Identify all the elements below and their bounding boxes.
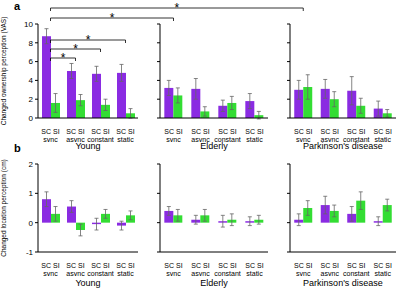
svg-text:SC SI: SC SI bbox=[347, 128, 365, 135]
svg-text:SC SI: SC SI bbox=[191, 262, 209, 269]
svg-text:SC SI: SC SI bbox=[245, 128, 263, 135]
svg-text:SC SI: SC SI bbox=[245, 262, 263, 269]
svg-text:SC SI: SC SI bbox=[91, 128, 109, 135]
svg-text:constant: constant bbox=[343, 270, 370, 276]
svg-text:SC SI: SC SI bbox=[164, 262, 182, 269]
svg-text:0: 0 bbox=[29, 219, 34, 228]
svg-text:SC SI: SC SI bbox=[91, 262, 109, 269]
svg-text:async: async bbox=[66, 270, 85, 276]
svg-text:SC SI: SC SI bbox=[374, 262, 392, 269]
svg-text:8: 8 bbox=[29, 39, 34, 48]
svg-text:10: 10 bbox=[24, 20, 33, 29]
html-text:b: b bbox=[14, 142, 21, 154]
svg-text:2: 2 bbox=[29, 160, 34, 169]
html-text:Elderly: Elderly bbox=[200, 278, 228, 288]
svg-text:6: 6 bbox=[29, 57, 34, 66]
svg-text:-1: -1 bbox=[26, 248, 34, 257]
svg-text:*: * bbox=[86, 33, 91, 47]
svg-text:SC SI: SC SI bbox=[164, 128, 182, 135]
svg-text:SC SI: SC SI bbox=[294, 128, 312, 135]
svg-text:*: * bbox=[110, 11, 115, 25]
html-text:a: a bbox=[14, 0, 21, 12]
svg-text:SC SI: SC SI bbox=[116, 128, 134, 135]
svg-text:4: 4 bbox=[29, 76, 34, 85]
svg-text:SC SI: SC SI bbox=[218, 128, 236, 135]
svg-text:SC SI: SC SI bbox=[41, 262, 59, 269]
svg-text:2: 2 bbox=[29, 95, 34, 104]
svg-text:SC SI: SC SI bbox=[116, 262, 134, 269]
svg-text:sync: sync bbox=[43, 270, 58, 276]
svg-text:sync: sync bbox=[43, 136, 58, 142]
svg-text:Changed ownership perception (: Changed ownership perception (VAS) bbox=[8, 17, 9, 126]
html-text:Young: Young bbox=[75, 278, 101, 288]
svg-text:SC SI: SC SI bbox=[218, 262, 236, 269]
svg-text:Changed location perception (c: Changed location perception (cm) bbox=[8, 159, 9, 257]
svg-text:static: static bbox=[246, 270, 263, 276]
svg-text:constant: constant bbox=[214, 270, 241, 276]
svg-text:SC SI: SC SI bbox=[374, 128, 392, 135]
html-text:Parkinson's disease: Parkinson's disease bbox=[303, 141, 383, 151]
svg-text:static: static bbox=[375, 270, 392, 276]
svg-text:SC SI: SC SI bbox=[347, 262, 365, 269]
svg-text:*: * bbox=[73, 42, 78, 56]
svg-text:0: 0 bbox=[29, 114, 34, 123]
svg-text:async: async bbox=[321, 270, 340, 276]
svg-text:sync: sync bbox=[166, 270, 181, 276]
svg-text:SC SI: SC SI bbox=[66, 128, 84, 135]
svg-text:async: async bbox=[191, 270, 210, 276]
svg-text:1: 1 bbox=[29, 189, 34, 198]
svg-text:SC SI: SC SI bbox=[66, 262, 84, 269]
html-text:Parkinson's disease: Parkinson's disease bbox=[303, 278, 383, 288]
svg-text:static: static bbox=[246, 136, 263, 142]
svg-text:*: * bbox=[61, 51, 66, 65]
svg-text:static: static bbox=[117, 136, 134, 142]
html-text:Elderly: Elderly bbox=[200, 141, 228, 151]
svg-text:SC SI: SC SI bbox=[41, 128, 59, 135]
svg-text:*: * bbox=[175, 1, 180, 15]
svg-text:SC SI: SC SI bbox=[321, 128, 339, 135]
svg-text:SC SI: SC SI bbox=[294, 262, 312, 269]
svg-text:sync: sync bbox=[166, 136, 181, 142]
svg-text:SC SI: SC SI bbox=[321, 262, 339, 269]
svg-text:constant: constant bbox=[87, 270, 114, 276]
svg-text:static: static bbox=[117, 270, 134, 276]
svg-text:sync: sync bbox=[296, 270, 311, 276]
svg-text:SC SI: SC SI bbox=[191, 128, 209, 135]
html-text:Young: Young bbox=[75, 141, 101, 151]
